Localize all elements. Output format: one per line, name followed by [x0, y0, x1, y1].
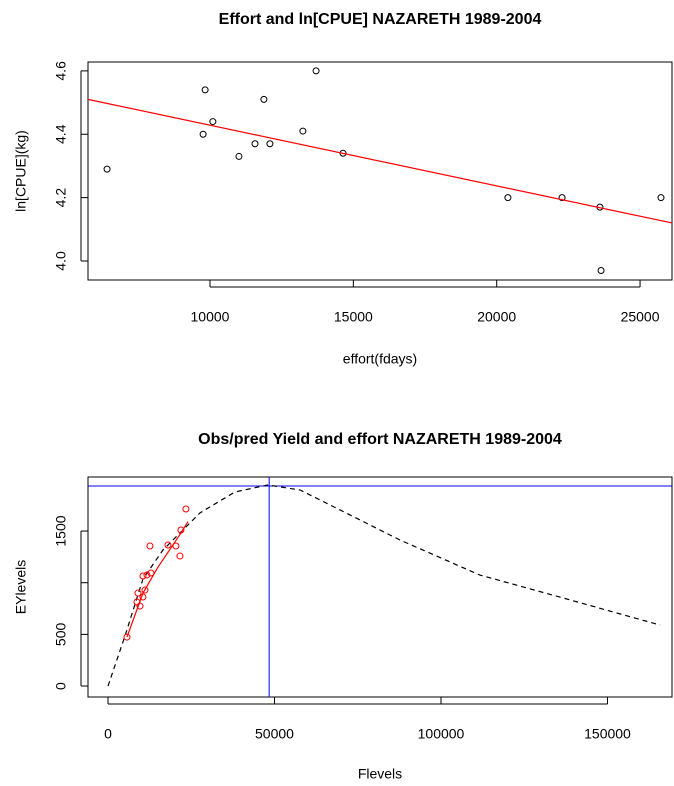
data-point — [299, 127, 307, 135]
x-tick-label: 0 — [104, 726, 112, 742]
y-tick-label: 0 — [53, 682, 69, 690]
x-tick-label: 25000 — [621, 309, 660, 325]
data-point — [235, 152, 243, 160]
line — [126, 521, 189, 638]
data-point — [147, 569, 155, 577]
data-point — [209, 118, 217, 126]
data-point — [141, 586, 149, 594]
data-point — [182, 505, 190, 513]
data-point — [143, 571, 151, 579]
data-point — [172, 542, 180, 550]
x-axis-label: Flevels — [358, 766, 402, 782]
y-tick-label: 4.6 — [53, 61, 69, 81]
data-point — [597, 266, 605, 274]
y-tick-label: 4.2 — [53, 188, 69, 208]
plot-box — [87, 476, 673, 698]
x-tick-label: 15000 — [334, 309, 373, 325]
y-tick-label: 4.4 — [53, 124, 69, 144]
data-point — [123, 633, 131, 641]
x-tick-label: 20000 — [477, 309, 516, 325]
data-point — [139, 572, 147, 580]
data-point — [260, 95, 268, 103]
chart-title: Obs/pred Yield and effort NAZARETH 1989-… — [198, 431, 562, 448]
x-tick-label: 150000 — [584, 726, 631, 742]
data-point — [176, 552, 184, 560]
y-tick-label: 1500 — [53, 515, 69, 546]
data-point — [164, 541, 172, 549]
data-point — [504, 194, 512, 202]
x-axis-label: effort(fdays) — [343, 351, 417, 367]
data-point — [136, 602, 144, 610]
data-point — [134, 589, 142, 597]
chart-title: Effort and ln[CPUE] NAZARETH 1989-2004 — [219, 11, 542, 28]
data-point — [251, 140, 259, 148]
y-tick-label: 4.0 — [53, 251, 69, 271]
data-point — [146, 542, 154, 550]
line — [87, 98, 673, 224]
data-point — [139, 593, 147, 601]
y-tick-label: 500 — [53, 622, 69, 646]
data-point — [558, 194, 566, 202]
data-point — [312, 67, 320, 75]
data-point — [266, 140, 274, 148]
plot-box — [87, 61, 673, 281]
x-tick-label: 100000 — [418, 726, 465, 742]
y-axis-label: ln[CPUE](kg) — [13, 130, 29, 212]
dashed-line — [107, 484, 661, 687]
data-point — [103, 165, 111, 173]
data-point — [177, 526, 185, 534]
data-point — [657, 194, 665, 202]
data-point — [201, 86, 209, 94]
y-axis-label: EYlevels — [13, 560, 29, 614]
x-tick-label: 50000 — [255, 726, 294, 742]
data-point — [199, 130, 207, 138]
x-tick-label: 10000 — [191, 309, 230, 325]
